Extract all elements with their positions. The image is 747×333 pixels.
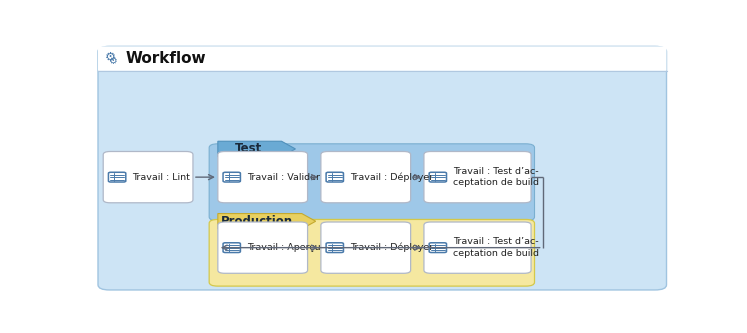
FancyBboxPatch shape	[429, 172, 447, 182]
FancyBboxPatch shape	[326, 243, 344, 252]
Text: Travail : Test d’ac-
ceptation de build: Travail : Test d’ac- ceptation de build	[453, 237, 539, 258]
Polygon shape	[218, 213, 316, 229]
FancyBboxPatch shape	[321, 152, 411, 203]
Polygon shape	[218, 141, 295, 157]
FancyBboxPatch shape	[326, 172, 344, 182]
FancyBboxPatch shape	[429, 243, 447, 252]
Text: Travail : Test d’ac-
ceptation de build: Travail : Test d’ac- ceptation de build	[453, 167, 539, 187]
Text: Travail : Déployer: Travail : Déployer	[350, 243, 433, 252]
Text: Travail : Valider: Travail : Valider	[247, 172, 320, 181]
Text: Production: Production	[220, 215, 293, 228]
FancyBboxPatch shape	[321, 222, 411, 273]
Text: ⚙: ⚙	[108, 56, 117, 66]
Text: Workflow: Workflow	[125, 51, 206, 66]
FancyBboxPatch shape	[103, 152, 193, 203]
FancyBboxPatch shape	[108, 172, 125, 182]
Text: Travail : Lint: Travail : Lint	[132, 172, 190, 181]
FancyBboxPatch shape	[223, 243, 241, 252]
FancyBboxPatch shape	[218, 222, 308, 273]
Text: Travail : Aperçu: Travail : Aperçu	[247, 243, 320, 252]
Text: Test: Test	[235, 143, 262, 156]
FancyBboxPatch shape	[98, 46, 666, 290]
FancyBboxPatch shape	[223, 172, 241, 182]
Text: ⚙: ⚙	[105, 51, 117, 64]
FancyBboxPatch shape	[424, 222, 531, 273]
Text: Travail : Déployer: Travail : Déployer	[350, 172, 433, 182]
FancyBboxPatch shape	[209, 144, 535, 221]
FancyBboxPatch shape	[218, 152, 308, 203]
FancyBboxPatch shape	[209, 219, 535, 286]
FancyBboxPatch shape	[98, 46, 666, 71]
FancyBboxPatch shape	[424, 152, 531, 203]
